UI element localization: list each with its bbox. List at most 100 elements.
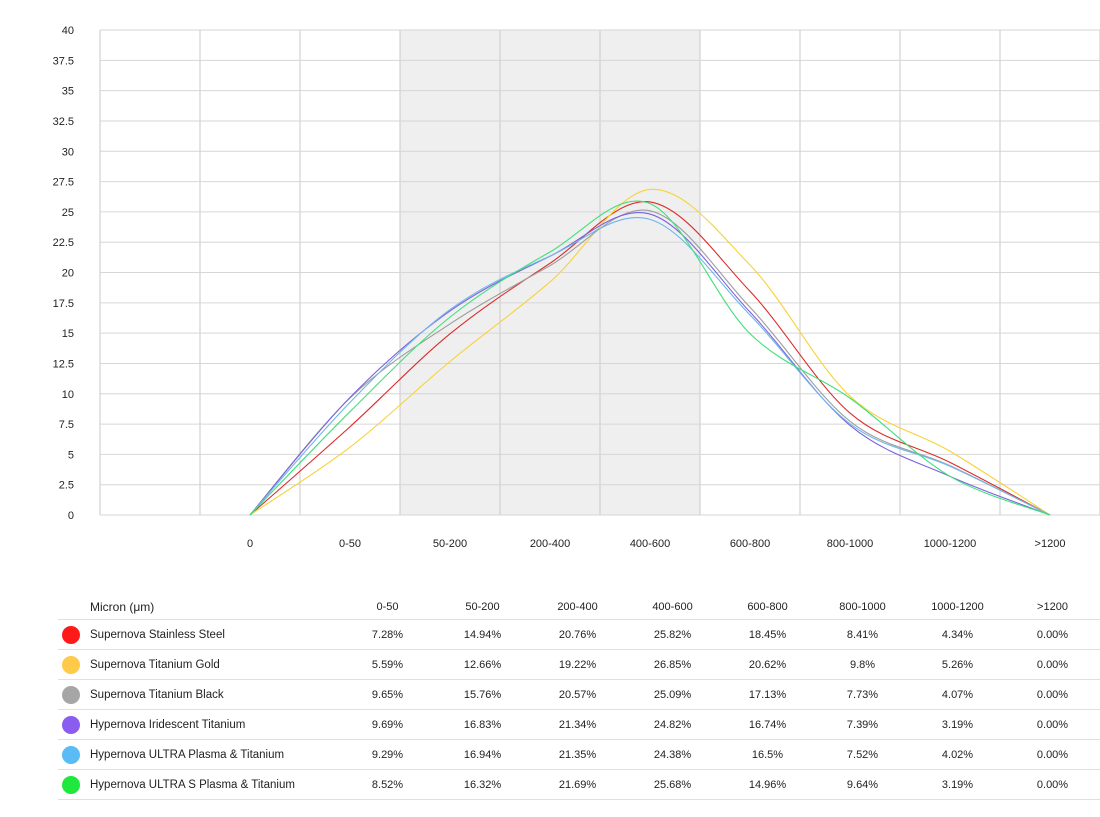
table-cell: 24.38% <box>653 748 692 761</box>
y-tick-label: 0 <box>68 510 74 522</box>
series-line <box>249 209 1051 516</box>
table-cell: 25.82% <box>653 628 692 641</box>
series-line <box>249 212 1051 516</box>
swatch-cell <box>58 740 90 770</box>
y-tick-label: 22.5 <box>53 237 74 249</box>
table-cell: 7.28% <box>371 628 404 641</box>
table-cell: 16.83% <box>463 718 502 731</box>
series-line <box>249 200 1051 516</box>
table-cell: 8.52% <box>371 778 404 791</box>
swatch-cell <box>58 620 90 650</box>
table-row: Supernova Stainless Steel 7.28% 14.94% 20.7… <box>58 620 1100 650</box>
table-cell: 21.69% <box>558 778 597 791</box>
table-row: Supernova Titanium Black 9.65% 15.76% 20.57… <box>58 680 1100 710</box>
x-tick-label: 800-1000 <box>827 538 874 550</box>
swatch-cell <box>58 770 90 800</box>
table-cell: 24.82% <box>653 718 692 731</box>
table-cell: 7.52% <box>846 748 879 761</box>
table-cell: 0.00% <box>1036 778 1069 791</box>
table-cell: 25.09% <box>653 688 692 701</box>
x-tick-label: 50-200 <box>433 538 467 550</box>
table-cell: 7.39% <box>846 718 879 731</box>
table-cell: 16.74% <box>748 718 787 731</box>
y-tick-label: 17.5 <box>53 298 74 310</box>
table-cell: 4.34% <box>941 628 974 641</box>
table-cell: 3.19% <box>941 778 974 791</box>
y-tick-label: 30 <box>62 146 74 158</box>
table-cell: 14.96% <box>748 778 787 791</box>
row-label: Supernova Titanium Black <box>90 688 224 701</box>
table-cell: 16.5% <box>751 748 784 761</box>
column-header: 50-200 <box>465 601 500 613</box>
table-cell: 15.76% <box>463 688 502 701</box>
table-body: Supernova Stainless Steel 7.28% 14.94% 20.7… <box>58 620 1100 800</box>
y-axis-ticks: 0 2.5 5 7.5 10 12.5 15 17.5 20 22.5 25 27.5 30 32.5 35… <box>53 25 74 522</box>
series-color-swatch <box>62 655 80 674</box>
table-cell: 0.00% <box>1036 718 1069 731</box>
y-tick-label: 12.5 <box>53 358 74 370</box>
column-header: 600-800 <box>747 601 788 613</box>
table-cell: 16.32% <box>463 778 502 791</box>
y-tick-label: 2.5 <box>59 480 74 492</box>
table-cell: 5.26% <box>941 658 974 671</box>
table-cell: 0.00% <box>1036 658 1069 671</box>
column-header: 1000-1200 <box>931 601 984 613</box>
table-cell: 9.8% <box>849 658 876 671</box>
y-tick-label: 5 <box>68 449 74 461</box>
column-header: 0-50 <box>376 601 399 613</box>
table-row: Supernova Titanium Gold 5.59% 12.66% 19.22%… <box>58 650 1100 680</box>
table-cell: 9.69% <box>371 718 404 731</box>
x-tick-label: 1000-1200 <box>924 538 977 550</box>
y-tick-label: 7.5 <box>59 419 74 431</box>
table-cell: 9.29% <box>371 748 404 761</box>
table-cell: 5.59% <box>371 658 404 671</box>
series-color-swatch <box>62 745 80 764</box>
series-color-swatch <box>62 775 80 794</box>
y-tick-label: 25 <box>62 207 74 219</box>
series-color-swatch <box>62 715 80 734</box>
y-tick-label: 37.5 <box>53 55 74 67</box>
column-header: 800-1000 <box>839 601 886 613</box>
header-spacer <box>58 595 90 620</box>
table-cell: 19.22% <box>558 658 597 671</box>
column-header: 400-600 <box>652 601 693 613</box>
table-cell: 3.19% <box>941 718 974 731</box>
table-cell: 20.57% <box>558 688 597 701</box>
table-cell: 9.64% <box>846 778 879 791</box>
table-cell: 12.66% <box>463 658 502 671</box>
table-cell: 21.35% <box>558 748 597 761</box>
row-label: Hypernova ULTRA Plasma & Titanium <box>90 748 285 761</box>
x-tick-label: 400-600 <box>630 538 670 550</box>
row-label: Supernova Titanium Gold <box>90 658 220 671</box>
table-cell: 20.62% <box>748 658 787 671</box>
micron-header: Micron (μm) <box>90 600 155 614</box>
table-cell: 4.02% <box>941 748 974 761</box>
table-cell: 14.94% <box>463 628 502 641</box>
x-tick-label: 0-50 <box>339 538 361 550</box>
y-tick-label: 35 <box>62 86 74 98</box>
table-cell: 0.00% <box>1036 748 1069 761</box>
series-color-swatch <box>62 685 80 704</box>
table-cell: 0.00% <box>1036 688 1069 701</box>
swatch-cell <box>58 680 90 710</box>
series-color-swatch <box>62 625 80 644</box>
series-line <box>249 217 1051 516</box>
x-axis-ticks: 0 0-50 50-200 200-400 400-600 600-800 800-1000… <box>247 538 1066 550</box>
series-line <box>249 201 1051 516</box>
table-cell: 18.45% <box>748 628 787 641</box>
row-label: Hypernova ULTRA S Plasma & Titanium <box>90 778 295 791</box>
table-cell: 16.94% <box>463 748 502 761</box>
table-cell: 20.76% <box>558 628 597 641</box>
distribution-line-chart: 0 2.5 5 7.5 10 12.5 15 17.5 20 22.5 25 27.5 30 32.5 35… <box>53 25 1100 550</box>
table-row: Hypernova Iridescent Titanium 9.69% 16.83%… <box>58 710 1100 740</box>
series-line <box>249 188 1051 516</box>
y-tick-label: 15 <box>62 328 74 340</box>
table-cell: 0.00% <box>1036 628 1069 641</box>
table-row: Hypernova ULTRA Plasma & Titanium 9.29% 16… <box>58 740 1100 770</box>
table-cell: 8.41% <box>846 628 879 641</box>
table-cell: 26.85% <box>653 658 692 671</box>
y-tick-label: 20 <box>62 268 74 280</box>
y-tick-label: 40 <box>62 25 74 37</box>
y-tick-label: 32.5 <box>53 116 74 128</box>
table-cell: 17.13% <box>748 688 787 701</box>
